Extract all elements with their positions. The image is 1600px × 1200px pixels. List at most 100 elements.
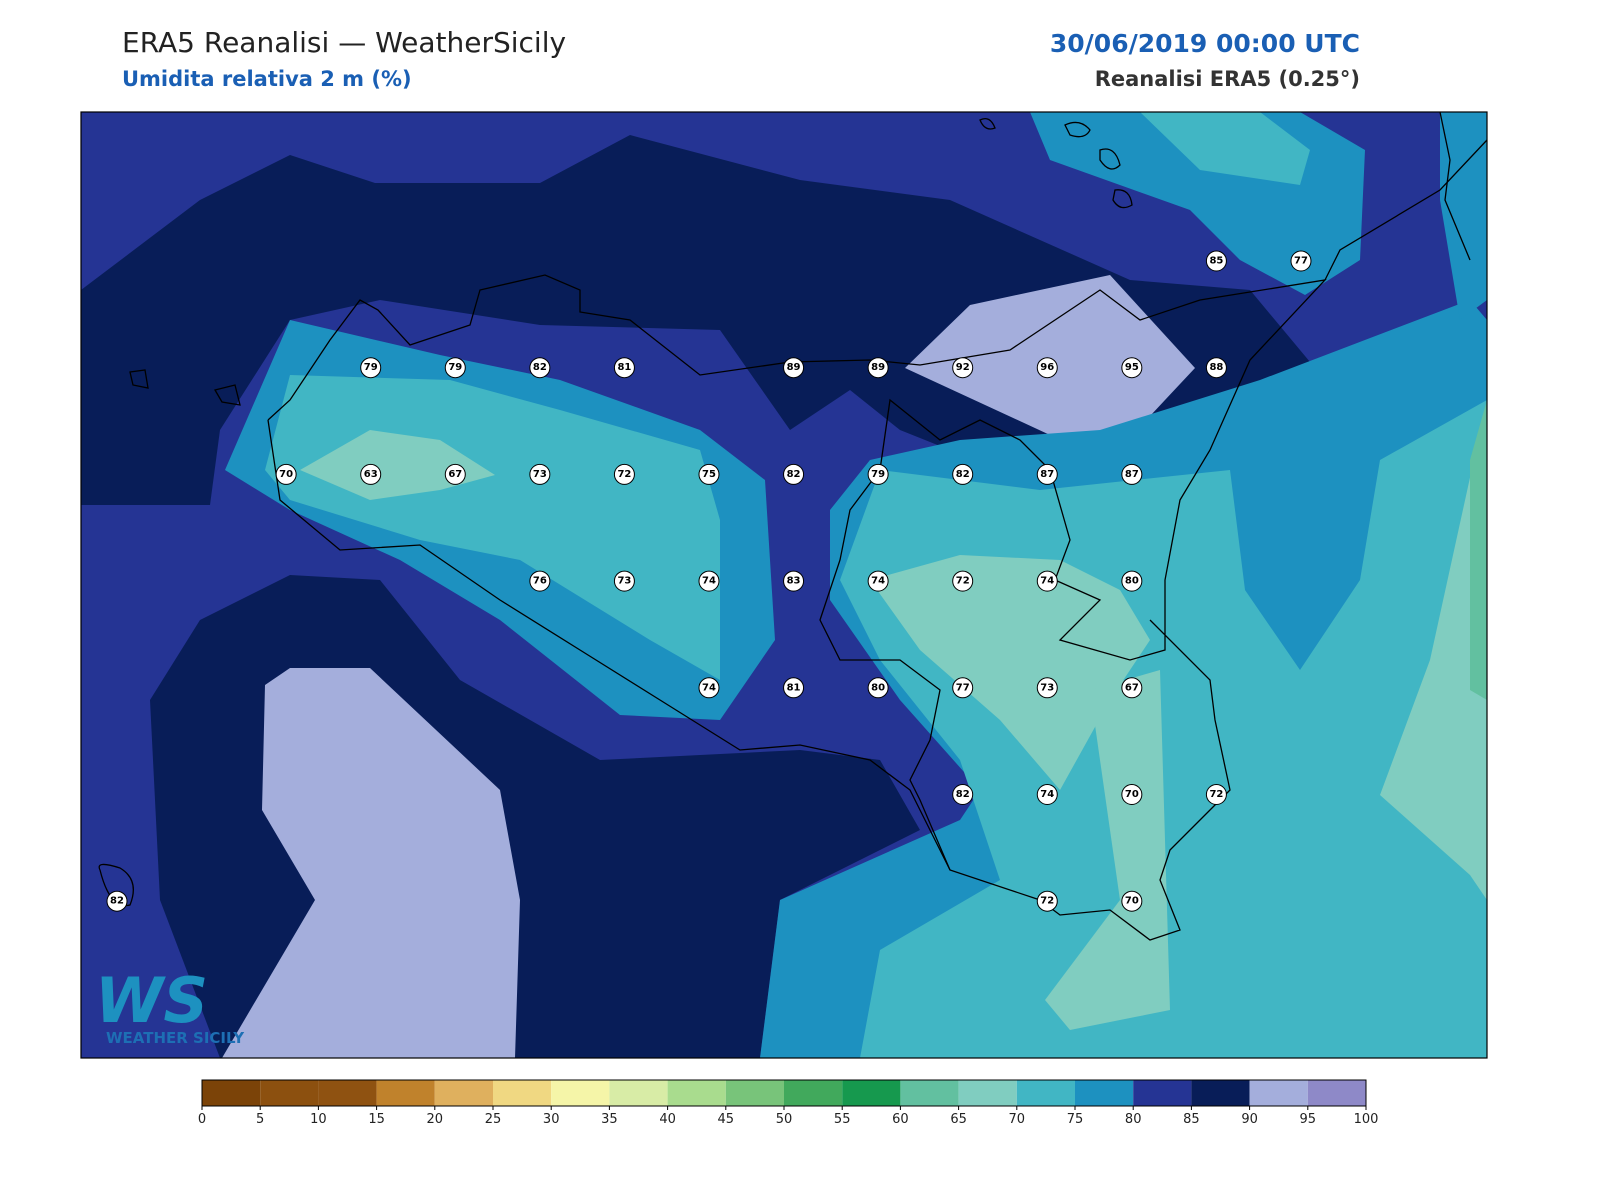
station-value: 82 (956, 469, 970, 480)
station-value: 73 (617, 576, 631, 587)
station-value: 95 (1125, 362, 1139, 373)
station-marker (444, 357, 466, 379)
station-marker (1121, 677, 1143, 699)
colorbar-tick-label: 10 (310, 1112, 327, 1127)
colorbar-tick-label: 95 (1300, 1112, 1317, 1127)
colorbar-segment (725, 1080, 784, 1106)
station-marker (613, 570, 635, 592)
colorbar-segment (1249, 1080, 1308, 1106)
station-value: 89 (787, 362, 801, 373)
station-value: 82 (787, 469, 801, 480)
station-marker (1121, 570, 1143, 592)
station-marker (444, 463, 466, 485)
station-value: 67 (448, 469, 462, 480)
field (1440, 112, 1487, 320)
station-value: 82 (956, 789, 970, 800)
station-marker (867, 357, 889, 379)
colorbar-segment (318, 1080, 377, 1106)
station-value: 74 (702, 682, 716, 693)
station-value: 74 (871, 576, 885, 587)
colorbar-tick-label: 80 (1125, 1112, 1142, 1127)
station-marker (1205, 357, 1227, 379)
colorbar-segment (551, 1080, 610, 1106)
station-value: 63 (364, 469, 378, 480)
title: ERA5 Reanalisi — WeatherSicily (122, 26, 566, 59)
field (1470, 400, 1487, 700)
colorbar-tick-label: 85 (1183, 1112, 1200, 1127)
station-marker (1036, 677, 1058, 699)
colorbar-tick-label: 40 (659, 1112, 676, 1127)
station-marker (529, 570, 551, 592)
station-marker (360, 463, 382, 485)
colorbar-segment (260, 1080, 319, 1106)
station-value: 79 (364, 362, 378, 373)
colorbar-segment (667, 1080, 726, 1106)
colorbar-tick-label: 90 (1241, 1112, 1258, 1127)
station-marker (867, 463, 889, 485)
colorbar-tick-label: 60 (892, 1112, 909, 1127)
station-marker (1290, 250, 1312, 272)
subtitle: Umidita relativa 2 m (%) (122, 67, 412, 91)
colorbar: 0 5 10 15 20 25 30 35 40 45 50 55 60 65 70 75 80 85 90 95 10… (198, 1079, 1378, 1127)
station-marker (360, 357, 382, 379)
colorbar-segment (434, 1080, 493, 1106)
map (81, 112, 1487, 1058)
map-frame (80, 111, 1488, 1059)
colorbar-segment (202, 1080, 261, 1106)
station-marker (1121, 463, 1143, 485)
colorbar-tick-label: 25 (485, 1112, 502, 1127)
station-value: 81 (787, 682, 801, 693)
colorbar-tick-label: 15 (368, 1112, 385, 1127)
station-value: 72 (956, 576, 970, 587)
station-marker (783, 357, 805, 379)
station-value: 82 (110, 896, 124, 907)
station-value: 87 (1125, 469, 1139, 480)
station-value: 81 (617, 362, 631, 373)
colorbar-tick-label: 0 (198, 1112, 206, 1127)
station-marker (1205, 784, 1227, 805)
colorbar-segment (609, 1080, 668, 1106)
station-value: 72 (1040, 896, 1054, 907)
station-value: 76 (533, 576, 547, 587)
colorbar-segment (842, 1080, 901, 1106)
station-value: 80 (871, 682, 885, 693)
field (1045, 670, 1170, 1030)
station-marker (1036, 357, 1058, 379)
station-value: 82 (533, 362, 547, 373)
logo-text: WEATHER SICILY (106, 1029, 245, 1047)
colorbar-tick-label: 70 (1009, 1112, 1026, 1127)
station-value: 70 (1125, 789, 1139, 800)
colorbar-segment (958, 1080, 1017, 1106)
station-marker (698, 677, 720, 699)
station-value: 96 (1040, 362, 1054, 373)
station-value: 89 (871, 362, 885, 373)
colorbar-segment (1075, 1080, 1134, 1106)
station-value: 83 (787, 576, 801, 587)
stations: 85 77 79 79 82 81 89 89 92 96 95 88 70 63 67 73 72 75 82 79… (106, 250, 1312, 912)
colorbar-segment (1133, 1080, 1192, 1106)
station-marker (1036, 570, 1058, 592)
station-value: 67 (1125, 682, 1139, 693)
station-marker (952, 677, 974, 699)
station-value: 80 (1125, 576, 1139, 587)
station-marker (275, 463, 297, 485)
station-marker (698, 463, 720, 485)
colorbar-tick-label: 35 (601, 1112, 618, 1127)
station-marker (1205, 250, 1227, 272)
colorbar-segment (1191, 1080, 1250, 1106)
colorbar-tick-label: 45 (718, 1112, 735, 1127)
station-value: 92 (956, 362, 970, 373)
station-marker (1121, 890, 1143, 912)
source: Reanalisi ERA5 (0.25°) (1095, 67, 1360, 91)
colorbar-tick-label: 20 (427, 1112, 444, 1127)
station-value: 74 (702, 576, 716, 587)
station-value: 73 (533, 469, 547, 480)
station-marker (1036, 890, 1058, 912)
station-value: 87 (1040, 469, 1054, 480)
station-marker (952, 570, 974, 592)
date: 30/06/2019 00:00 UTC (1050, 29, 1360, 58)
station-value: 70 (1125, 896, 1139, 907)
field (300, 430, 495, 500)
field (1380, 400, 1487, 900)
